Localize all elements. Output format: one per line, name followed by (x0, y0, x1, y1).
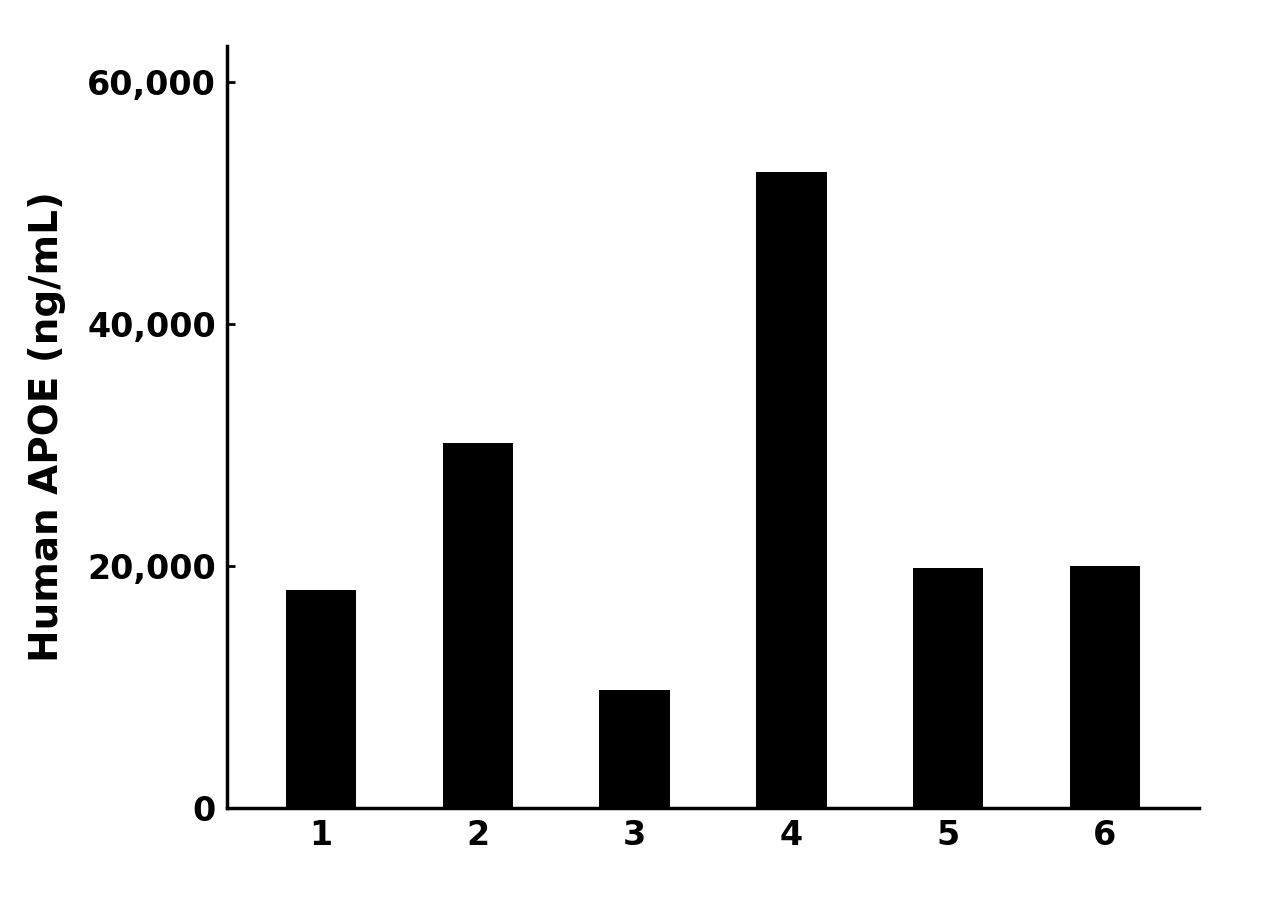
Bar (599, 690, 670, 808)
Bar (443, 442, 514, 808)
Y-axis label: Human APOE (ng/mL): Human APOE (ng/mL) (28, 192, 67, 662)
Bar (912, 568, 983, 808)
Bar (286, 590, 356, 808)
Bar (1070, 565, 1140, 808)
Bar (756, 172, 827, 808)
